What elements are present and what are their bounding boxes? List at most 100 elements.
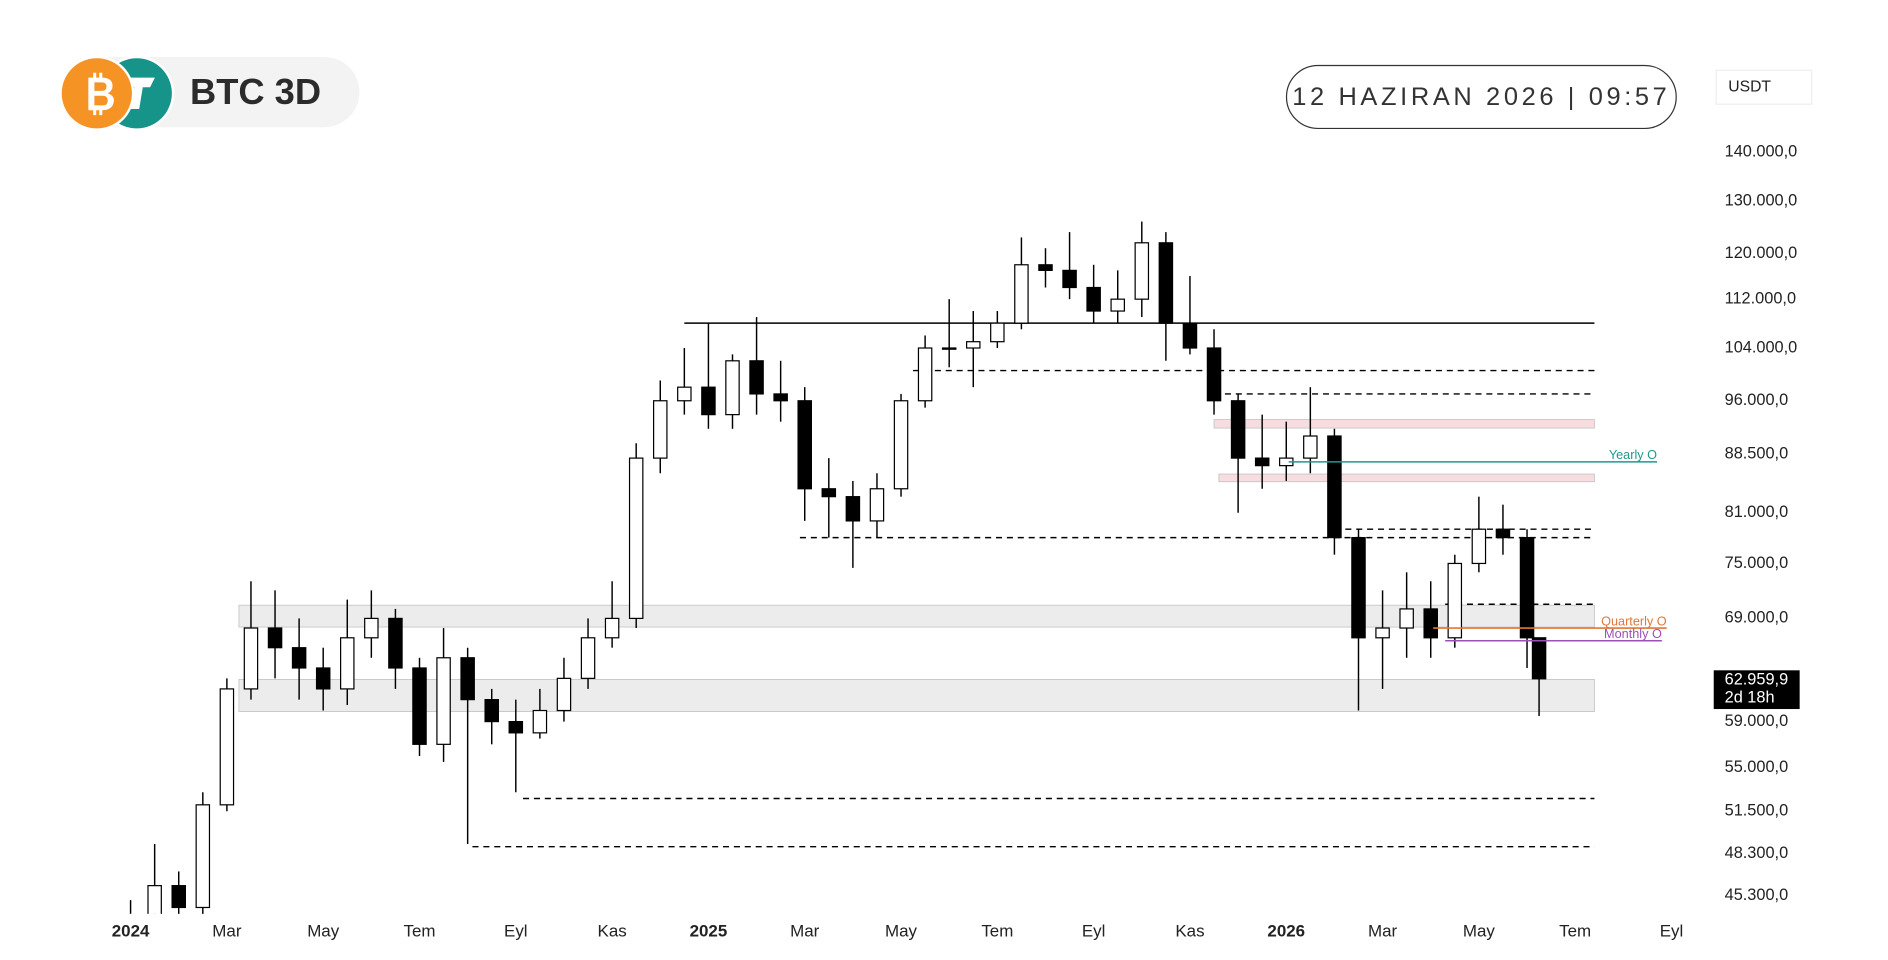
candle-body — [1303, 435, 1318, 459]
candle-body — [1447, 562, 1463, 639]
candle-body — [1351, 537, 1366, 639]
x-tick-label: Tem — [404, 921, 436, 940]
candle-body — [941, 347, 957, 350]
x-tick-label: Mar — [212, 921, 242, 940]
candle-body — [1471, 528, 1487, 565]
candle-body — [628, 457, 644, 620]
x-tick-label: 2026 — [1267, 921, 1305, 940]
y-tick-label: 45.300,0 — [1725, 886, 1789, 904]
y-tick-label: 48.300,0 — [1725, 844, 1789, 862]
x-tick-label: Tem — [981, 921, 1013, 940]
period-open-label: Monthly O — [1604, 627, 1662, 641]
candle-body — [1327, 435, 1342, 539]
candle-body — [821, 488, 837, 498]
period-open-label: Quarterly O — [1601, 614, 1667, 628]
candle-body — [1375, 627, 1390, 639]
y-tick-label: 120.000,0 — [1725, 244, 1798, 262]
candle-body — [1206, 347, 1222, 402]
y-tick-label: 51.500,0 — [1725, 802, 1789, 820]
plot-area — [129, 221, 1595, 914]
candle-body — [508, 720, 524, 734]
zone — [1218, 473, 1595, 483]
y-tick-label: 88.500,0 — [1725, 445, 1789, 463]
candle-body — [966, 341, 981, 349]
candle-body — [267, 627, 283, 649]
x-tick-label: Kas — [598, 921, 627, 940]
period-open-label: Yearly O — [1609, 448, 1657, 462]
candle-body — [147, 885, 162, 914]
candle-body — [749, 360, 764, 395]
candle-body — [893, 400, 909, 490]
candle-body — [291, 647, 307, 669]
y-tick-label: 69.000,0 — [1725, 609, 1789, 627]
y-tick-label: 81.000,0 — [1725, 503, 1789, 521]
x-tick-label: Eyl — [504, 921, 528, 940]
candle-body — [1110, 298, 1125, 312]
candle-body — [364, 617, 379, 639]
candle-body — [340, 637, 355, 690]
candle-body — [219, 688, 235, 806]
zone — [1213, 419, 1595, 429]
candle-body — [556, 677, 572, 712]
y-tick-label: 112.000,0 — [1725, 289, 1796, 307]
candle-body — [1254, 457, 1270, 467]
candle-body — [1062, 269, 1077, 289]
x-tick-label: 2025 — [690, 921, 728, 940]
candle-body — [1531, 637, 1547, 680]
y-tick-label: 130.000,0 — [1725, 191, 1798, 209]
y-tick-label: 104.000,0 — [1725, 338, 1798, 356]
x-tick-label: May — [1463, 921, 1496, 940]
candle-body — [1495, 528, 1511, 539]
candle-body — [484, 699, 499, 723]
candle-body — [869, 488, 885, 522]
x-tick-label: 2024 — [112, 921, 150, 940]
candle-body — [1423, 608, 1438, 639]
overlay: 45.300,0 48.300,0 51.500,0 55.000,0 59.000,0… — [112, 142, 1800, 940]
candle-body — [532, 709, 548, 734]
logo-bitcoin-glyph — [99, 107, 103, 116]
candle-body — [1134, 242, 1150, 300]
logo-bitcoin-glyph — [99, 72, 103, 81]
currency-label: USDT — [1728, 78, 1771, 95]
candle-body — [1230, 400, 1246, 459]
candle-body — [845, 496, 861, 522]
currency-box — [1715, 69, 1813, 105]
candle-body — [917, 347, 933, 402]
candle-body — [773, 393, 788, 402]
candle-body — [171, 885, 186, 909]
x-tick-label: Mar — [1368, 921, 1398, 940]
candle-body — [701, 386, 716, 416]
x-tick-label: May — [307, 921, 340, 940]
candle-body — [1038, 264, 1053, 271]
candle-body — [412, 667, 427, 745]
candle-body — [1086, 286, 1101, 312]
logo-bitcoin-glyph — [93, 72, 97, 81]
candle-body — [1519, 537, 1535, 639]
candle-body — [653, 400, 668, 459]
x-tick-label: Eyl — [1660, 921, 1684, 940]
zone — [238, 604, 1595, 628]
candle-body — [315, 667, 331, 690]
candle-body — [797, 400, 812, 490]
y-tick-label: 140.000,0 — [1725, 142, 1798, 160]
last-price-label: 62.959,9 — [1725, 670, 1789, 688]
candle-body — [388, 617, 403, 669]
candle-body — [460, 657, 475, 701]
candle-body — [677, 386, 692, 402]
y-tick-label: 96.000,0 — [1725, 391, 1789, 409]
y-tick-label: 59.000,0 — [1725, 712, 1789, 730]
logo-bitcoin-glyph — [93, 107, 97, 116]
logo-bitcoin-glyph — [88, 77, 114, 111]
candle-body — [1399, 608, 1414, 629]
candle-body — [195, 804, 211, 909]
countdown-label: 2d 18h — [1725, 688, 1775, 706]
candle-body — [604, 617, 620, 639]
candle-body — [1182, 322, 1198, 349]
candle-body — [580, 637, 596, 679]
date-pill — [1285, 64, 1677, 130]
candle-body — [1158, 242, 1174, 324]
x-tick-label: Tem — [1559, 921, 1591, 940]
